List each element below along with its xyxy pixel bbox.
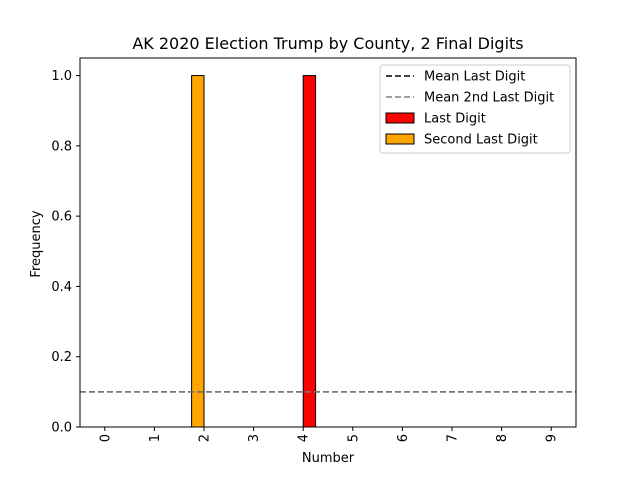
x-axis-label: Number <box>302 451 355 466</box>
x-tick-label: 4 <box>297 434 312 442</box>
legend-label-mean-2nd-last-digit: Mean 2nd Last Digit <box>424 91 554 106</box>
legend-label-second-last-digit: Second Last Digit <box>424 133 538 148</box>
bar-second-last-digit-2 <box>191 75 205 428</box>
y-tick-label: 0.2 <box>51 350 72 365</box>
legend-box <box>379 64 571 154</box>
y-axis-label: Frequency <box>29 210 44 277</box>
legend: Mean Last Digit Mean 2nd Last Digit Last D… <box>379 64 571 154</box>
x-tick-label: 2 <box>198 434 213 442</box>
x-tick-label: 1 <box>148 434 163 442</box>
x-tick-label: 7 <box>446 434 461 442</box>
y-tick-label: 0.0 <box>51 421 72 436</box>
bar-last-digit-4 <box>302 75 317 428</box>
legend-swatch-last-digit <box>385 112 415 124</box>
axes-frame <box>79 57 577 428</box>
x-tick-label: 8 <box>495 434 510 442</box>
x-tick-label: 5 <box>346 434 361 442</box>
chart-title: AK 2020 Election Trump by County, 2 Fina… <box>132 34 523 53</box>
legend-swatch-second-last-digit <box>385 133 415 145</box>
x-tick-label: 6 <box>396 434 411 442</box>
x-tick-label: 0 <box>98 434 113 442</box>
y-tick-label: 1.0 <box>51 69 72 84</box>
x-tick-label: 9 <box>545 434 560 442</box>
legend-label-last-digit: Last Digit <box>424 112 486 127</box>
y-tick-label: 0.4 <box>51 280 72 295</box>
x-tick-label: 3 <box>247 434 262 442</box>
plot-area: 0.0 0.2 0.4 0.6 0.8 1.0 0 1 2 3 4 5 6 7 8 9 <box>51 57 577 442</box>
legend-label-mean-last-digit: Mean Last Digit <box>424 70 525 85</box>
y-tick-label: 0.8 <box>51 139 72 154</box>
y-tick-label: 0.6 <box>51 210 72 225</box>
